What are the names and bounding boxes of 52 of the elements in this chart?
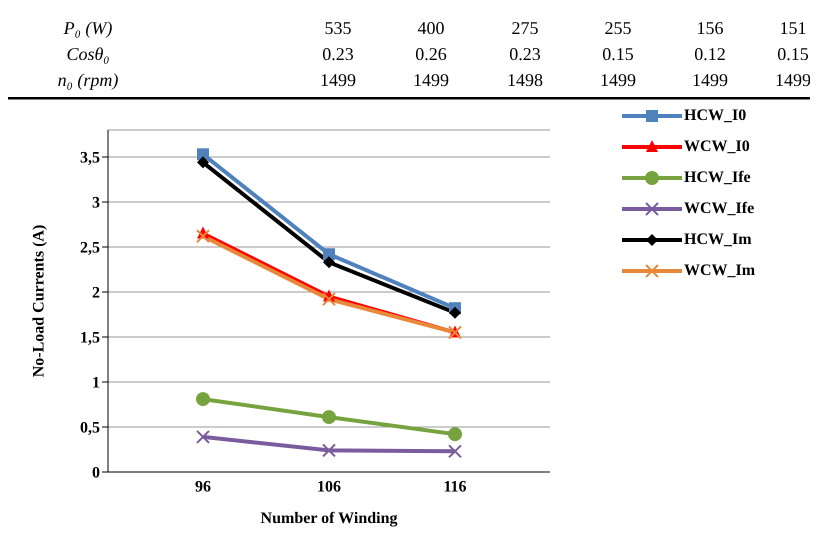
legend-label: WCW_I0: [684, 138, 750, 156]
point: [448, 427, 462, 442]
x-tick-label: 116: [443, 478, 467, 496]
legend-label: HCW_Ife: [684, 168, 751, 186]
text: 1498: [507, 70, 543, 90]
y-tick-label: 0,5: [80, 420, 100, 437]
text: 0.15: [777, 44, 809, 64]
y-tick-label: 2: [92, 284, 100, 302]
text: 0.26: [415, 44, 447, 64]
point: [323, 248, 335, 260]
legend-label: WCW_Ife: [684, 200, 754, 218]
y-tick-label: 1,5: [80, 330, 100, 347]
text: 151: [780, 18, 806, 38]
x-tick-label: 106: [317, 478, 341, 496]
text: 0.23: [322, 44, 354, 64]
y-tick-label: 0: [92, 464, 100, 482]
text: 1499: [320, 70, 356, 90]
text: n₀ (rpm): [58, 70, 118, 90]
legend-label: HCW_I0: [684, 106, 746, 124]
text: 1499: [413, 70, 449, 90]
text: 275: [512, 18, 538, 38]
text: 1499: [775, 70, 811, 90]
point: [197, 156, 209, 168]
x-tick-label: 96: [195, 478, 211, 496]
text: 535: [324, 18, 352, 38]
text: 255: [604, 18, 632, 38]
legend-label: HCW_Im: [684, 230, 752, 248]
text: P₀ (W): [62, 18, 112, 38]
text: 0.23: [509, 44, 541, 64]
text: 156: [696, 18, 724, 38]
point: [323, 256, 335, 268]
text: 1499: [692, 70, 728, 90]
point: [322, 292, 336, 306]
y-tick-label: 3,5: [80, 150, 100, 167]
x-axis-title: Number of Winding: [260, 510, 398, 527]
text: 0.15: [602, 44, 634, 64]
point: [449, 306, 461, 319]
point: [322, 443, 336, 458]
text: 1499: [600, 70, 636, 90]
point: [196, 430, 210, 444]
y-axis-title: No-Load Currents (A): [30, 224, 48, 378]
text: 0.12: [694, 44, 726, 64]
point: [448, 444, 462, 458]
y-tick-label: 3: [92, 194, 100, 212]
point: [196, 229, 210, 244]
legend-label: WCW_Im: [684, 262, 756, 280]
point: [196, 392, 210, 406]
point: [322, 410, 336, 424]
text: Cosθ₀: [66, 44, 110, 64]
y-tick-label: 1: [92, 374, 100, 392]
text: 400: [418, 18, 444, 38]
y-tick-label: 2,5: [80, 240, 100, 257]
